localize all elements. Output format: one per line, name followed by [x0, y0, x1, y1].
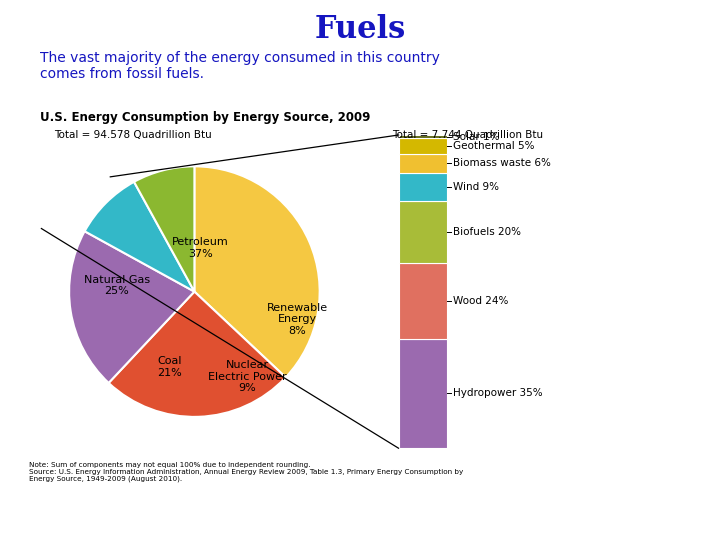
Text: Coal
21%: Coal 21%	[157, 356, 181, 377]
Wedge shape	[69, 231, 194, 383]
Text: Biomass waste 6%: Biomass waste 6%	[454, 158, 551, 168]
Text: Total = 7.744 Quadrillion Btu: Total = 7.744 Quadrillion Btu	[392, 130, 544, 140]
Text: Nuclear
Electric Power
9%: Nuclear Electric Power 9%	[207, 360, 287, 394]
Text: Total = 94.578 Quadrillion Btu: Total = 94.578 Quadrillion Btu	[54, 130, 212, 140]
Bar	[399, 339, 448, 448]
Text: U.S. Energy Consumption by Energy Source, 2009: U.S. Energy Consumption by Energy Source…	[40, 111, 370, 124]
Wedge shape	[85, 182, 194, 292]
Bar	[399, 173, 448, 201]
Bar	[399, 201, 448, 264]
Text: Natural Gas
25%: Natural Gas 25%	[84, 274, 150, 296]
Bar	[399, 264, 448, 339]
Bar	[399, 154, 448, 173]
Text: The vast majority of the energy consumed in this country
comes from fossil fuels: The vast majority of the energy consumed…	[40, 51, 439, 82]
Text: Biofuels 20%: Biofuels 20%	[454, 227, 521, 237]
Text: Hydropower 35%: Hydropower 35%	[454, 388, 543, 399]
Text: Note: Sum of components may not equal 100% due to independent rounding.
Source: : Note: Sum of components may not equal 10…	[29, 462, 463, 482]
Text: Petroleum
37%: Petroleum 37%	[172, 237, 229, 259]
Bar	[399, 135, 448, 138]
Wedge shape	[109, 292, 286, 417]
Text: Geothermal 5%: Geothermal 5%	[454, 141, 535, 151]
Text: Wood 24%: Wood 24%	[454, 296, 508, 306]
Wedge shape	[194, 166, 320, 377]
Text: Fuels: Fuels	[315, 14, 405, 44]
Text: Wind 9%: Wind 9%	[454, 181, 499, 192]
Bar	[399, 138, 448, 154]
Wedge shape	[134, 166, 194, 292]
Text: Renewable
Energy
8%: Renewable Energy 8%	[266, 302, 328, 336]
Text: Solar 1%: Solar 1%	[454, 132, 500, 141]
